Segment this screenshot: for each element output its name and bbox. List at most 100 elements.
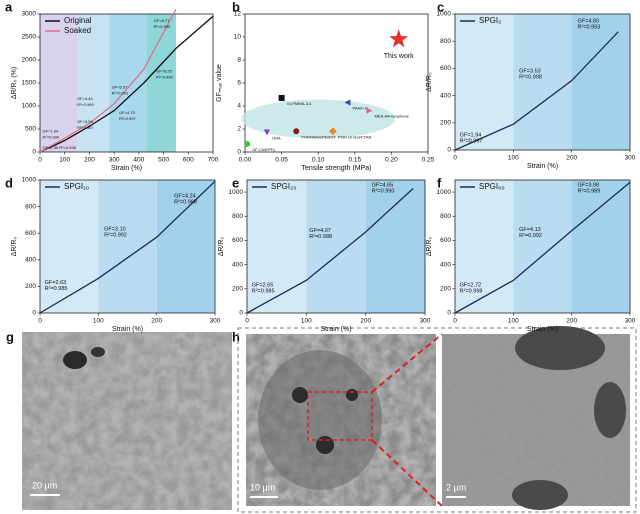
annotation: R²=0.999 <box>156 75 173 80</box>
y-tick-label: 1000 <box>22 177 37 184</box>
point-star <box>389 29 409 48</box>
panel-label: a <box>5 0 13 14</box>
strain-region <box>247 180 307 313</box>
annotation: GF=2.35 R²=0.998 <box>42 145 76 150</box>
y-tick-label: 2 <box>237 126 241 133</box>
legend-label: SPGI₂ <box>479 16 501 25</box>
panel-label: b <box>232 0 240 14</box>
strain-region <box>571 180 630 313</box>
annotation: R²=0.988 <box>174 199 197 205</box>
annotation: R²=0.999 <box>42 134 59 139</box>
series-line <box>39 15 214 153</box>
panel-label: d <box>5 175 13 190</box>
x-tick-label: 0 <box>453 155 457 162</box>
y-tick-label: 2500 <box>22 34 37 41</box>
annotation: GF=4.65 <box>372 182 394 188</box>
y-tick-label: 800 <box>232 213 243 220</box>
annotation: GF=4.80 <box>578 18 600 24</box>
annotation: R²=0.992 <box>519 233 542 239</box>
legend-label: SPGI₁₀ <box>64 182 89 191</box>
strain-region <box>98 180 157 313</box>
pore <box>316 436 334 454</box>
strain-region <box>571 14 630 150</box>
point-label: Gr-PMMA-3.4 <box>287 101 312 106</box>
annotation: R²=0.993 <box>154 24 171 29</box>
panel-label: h <box>232 329 240 344</box>
annotation: R²=0.985 <box>252 289 275 295</box>
y-tick-label: 400 <box>232 261 243 268</box>
zoom-line <box>371 439 443 507</box>
strain-region <box>146 14 176 152</box>
annotation: R²=0.997 <box>77 125 94 130</box>
pore <box>594 382 626 438</box>
x-tick-label: 0 <box>453 318 457 325</box>
zoom-line <box>371 333 443 393</box>
y-tick-label: 4 <box>237 103 241 110</box>
y-tick-label: 200 <box>440 286 451 293</box>
x-tick-label: 300 <box>109 157 120 164</box>
x-tick-label: 0.25 <box>422 157 435 164</box>
pore <box>63 351 87 369</box>
x-tick-label: 100 <box>59 157 70 164</box>
pore <box>292 387 308 403</box>
strain-region <box>77 14 110 152</box>
x-tick-label: 300 <box>420 318 431 325</box>
cluster-region <box>241 99 396 139</box>
x-tick-label: 0.10 <box>312 157 325 164</box>
x-tick-label: 200 <box>566 155 577 162</box>
y-tick-label: 600 <box>440 237 451 244</box>
sem-texture <box>22 332 232 510</box>
annotation: GF=8.71 <box>154 18 170 23</box>
annotation: GF=4.75 <box>119 110 135 115</box>
annotation: GF=3.98 <box>578 182 600 188</box>
point <box>244 140 251 147</box>
y-tick-label: 0 <box>447 310 451 317</box>
annotation: R²=0.989 <box>578 188 601 194</box>
scale-bar-label: 10 μm <box>250 482 275 492</box>
pore <box>91 347 105 357</box>
pore <box>346 389 358 401</box>
annotation: GF=6.25 <box>156 69 172 74</box>
panel-label: f <box>437 175 442 190</box>
x-tick-label: 200 <box>360 318 371 325</box>
legend-label: Original <box>64 16 92 25</box>
x-tick-label: 200 <box>151 318 162 325</box>
legend-label: Soaked <box>64 26 91 35</box>
point <box>344 99 351 106</box>
point <box>328 127 337 136</box>
annotation: GF=1.94 <box>460 132 482 138</box>
x-tick-label: 400 <box>133 157 144 164</box>
x-axis-label: Strain (%) <box>527 326 558 333</box>
x-tick-label: 0 <box>38 157 42 164</box>
plot-frame <box>454 179 631 314</box>
panel-d: d 0 100 200 300 0 200 400 600 800 1000 Strain (%) ΔR… <box>5 175 221 332</box>
annotation: R²=0.998 <box>519 75 542 81</box>
x-tick-label: 100 <box>508 318 519 325</box>
strain-region <box>455 14 514 150</box>
y-tick-label: 600 <box>232 237 243 244</box>
point-label: GF-Ch/EPFy <box>252 147 275 152</box>
annotation: GF=1.94 <box>42 128 58 133</box>
y-tick-label: 8 <box>237 57 241 64</box>
annotation: GF=2.72 <box>460 283 482 289</box>
pore-region <box>258 350 382 490</box>
y-tick-label: 600 <box>440 65 451 72</box>
panel-c: c 0 100 200 300 0 200 400 600 800 1000 Strain (%) ΔR… <box>426 0 636 170</box>
legend-label: SPGI₆₀ <box>479 182 505 191</box>
x-tick-label: 0 <box>245 318 249 325</box>
annotation: R²=0.990 <box>372 188 395 194</box>
x-tick-label: 200 <box>84 157 95 164</box>
annotation: GF=4.44 <box>77 96 93 101</box>
y-tick-label: 6 <box>237 80 241 87</box>
strain-region <box>40 14 78 152</box>
y-tick-label: 800 <box>440 38 451 45</box>
point <box>263 129 270 136</box>
x-axis-label: Strain (%) <box>320 326 351 333</box>
zoom-box <box>307 391 373 441</box>
pore <box>512 480 568 510</box>
annotation: GF=2.65 <box>252 283 274 289</box>
point-label: MEA-AA-Graphene <box>374 114 409 119</box>
y-tick-label: 800 <box>440 213 451 220</box>
strain-region <box>156 180 215 313</box>
x-tick-label: 300 <box>625 155 636 162</box>
